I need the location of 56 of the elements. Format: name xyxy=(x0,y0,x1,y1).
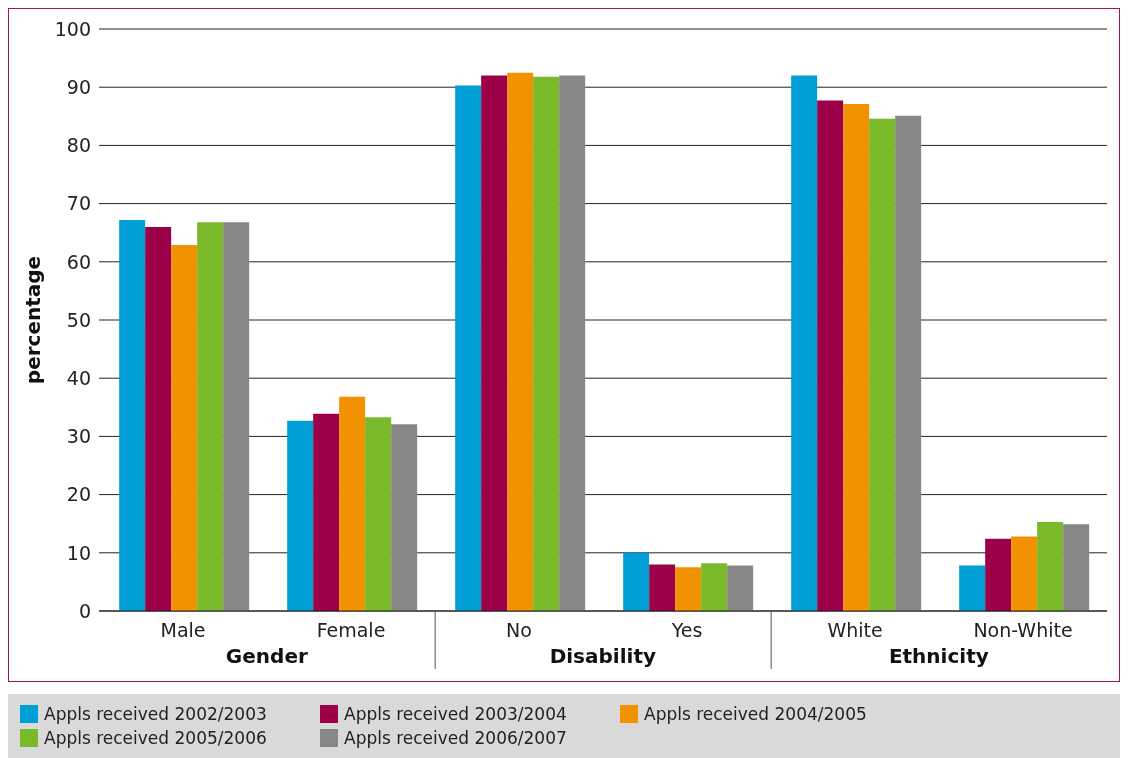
bar xyxy=(559,75,586,611)
bar xyxy=(197,222,224,611)
bar xyxy=(895,115,922,611)
bar xyxy=(791,75,818,611)
x-tick-label: White xyxy=(827,619,883,641)
bar xyxy=(481,75,508,611)
y-tick-label: 50 xyxy=(66,308,91,331)
x-tick-label: No xyxy=(506,619,532,641)
y-tick-label: 60 xyxy=(66,250,91,273)
bar xyxy=(649,564,676,611)
bar xyxy=(171,244,198,611)
y-tick-label: 10 xyxy=(66,541,91,564)
bar xyxy=(959,565,986,611)
legend-label: Appls received 2004/2005 xyxy=(644,704,867,724)
bar xyxy=(533,76,560,611)
bar xyxy=(365,417,392,611)
y-tick-label: 40 xyxy=(66,366,91,389)
text: Disability xyxy=(549,644,657,668)
bar xyxy=(1063,524,1090,611)
y-tick-label: 100 xyxy=(54,17,91,40)
x-tick-label: Female xyxy=(316,619,386,641)
bar xyxy=(455,85,482,611)
legend-label: Appls received 2003/2004 xyxy=(344,704,567,724)
y-tick-label: 70 xyxy=(66,192,91,215)
bar xyxy=(817,100,844,611)
bar xyxy=(145,226,172,611)
y-tick-label: 30 xyxy=(66,425,91,448)
bar xyxy=(701,563,728,611)
bar xyxy=(985,538,1012,611)
bar xyxy=(1037,521,1064,611)
bar xyxy=(623,552,650,611)
bar xyxy=(391,424,418,611)
y-tick-label: 80 xyxy=(66,134,91,157)
text: Gender xyxy=(225,644,308,668)
x-tick-label: Non-White xyxy=(973,619,1073,641)
legend-label: Appls received 2006/2007 xyxy=(344,728,567,748)
legend-label: Appls received 2002/2003 xyxy=(44,704,267,724)
y-axis-title: percentage xyxy=(21,255,46,385)
bar xyxy=(339,396,366,611)
legend-label: Appls received 2005/2006 xyxy=(44,728,267,748)
y-tick-label: 20 xyxy=(66,483,91,506)
x-tick-label: Yes xyxy=(670,619,703,641)
bar xyxy=(313,413,340,611)
bar xyxy=(1011,536,1038,611)
text: Ethnicity xyxy=(888,644,989,668)
bar xyxy=(223,222,250,611)
bar xyxy=(287,420,314,611)
y-tick-label: 0 xyxy=(78,599,91,622)
bar xyxy=(843,104,870,611)
bar xyxy=(119,219,146,611)
bar xyxy=(869,118,896,611)
bar xyxy=(675,567,702,611)
y-tick-label: 90 xyxy=(66,75,91,98)
bar xyxy=(727,565,754,611)
x-tick-label: Male xyxy=(160,619,206,641)
bar xyxy=(507,72,534,611)
